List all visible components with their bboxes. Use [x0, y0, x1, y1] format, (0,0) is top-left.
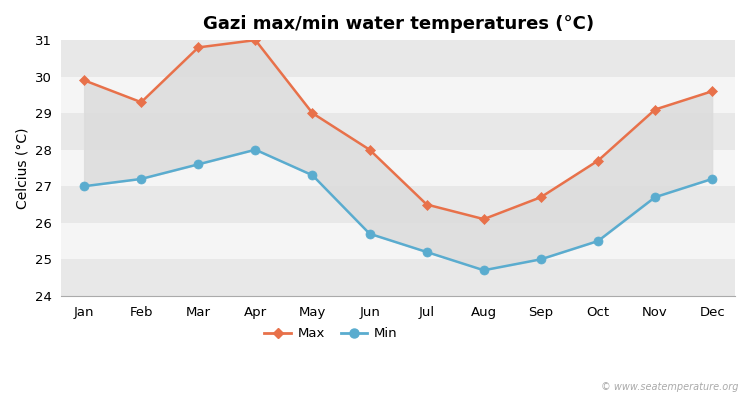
Bar	[62, 186, 735, 223]
Bar	[62, 223, 735, 259]
Text: © www.seatemperature.org: © www.seatemperature.org	[602, 382, 739, 392]
Bar	[62, 77, 735, 113]
Title: Gazi max/min water temperatures (°C): Gazi max/min water temperatures (°C)	[202, 15, 594, 33]
Bar	[62, 259, 735, 296]
Bar	[62, 40, 735, 77]
Legend: Max, Min: Max, Min	[259, 322, 403, 346]
Bar	[62, 150, 735, 186]
Y-axis label: Celcius (°C): Celcius (°C)	[15, 127, 29, 209]
Bar	[62, 113, 735, 150]
